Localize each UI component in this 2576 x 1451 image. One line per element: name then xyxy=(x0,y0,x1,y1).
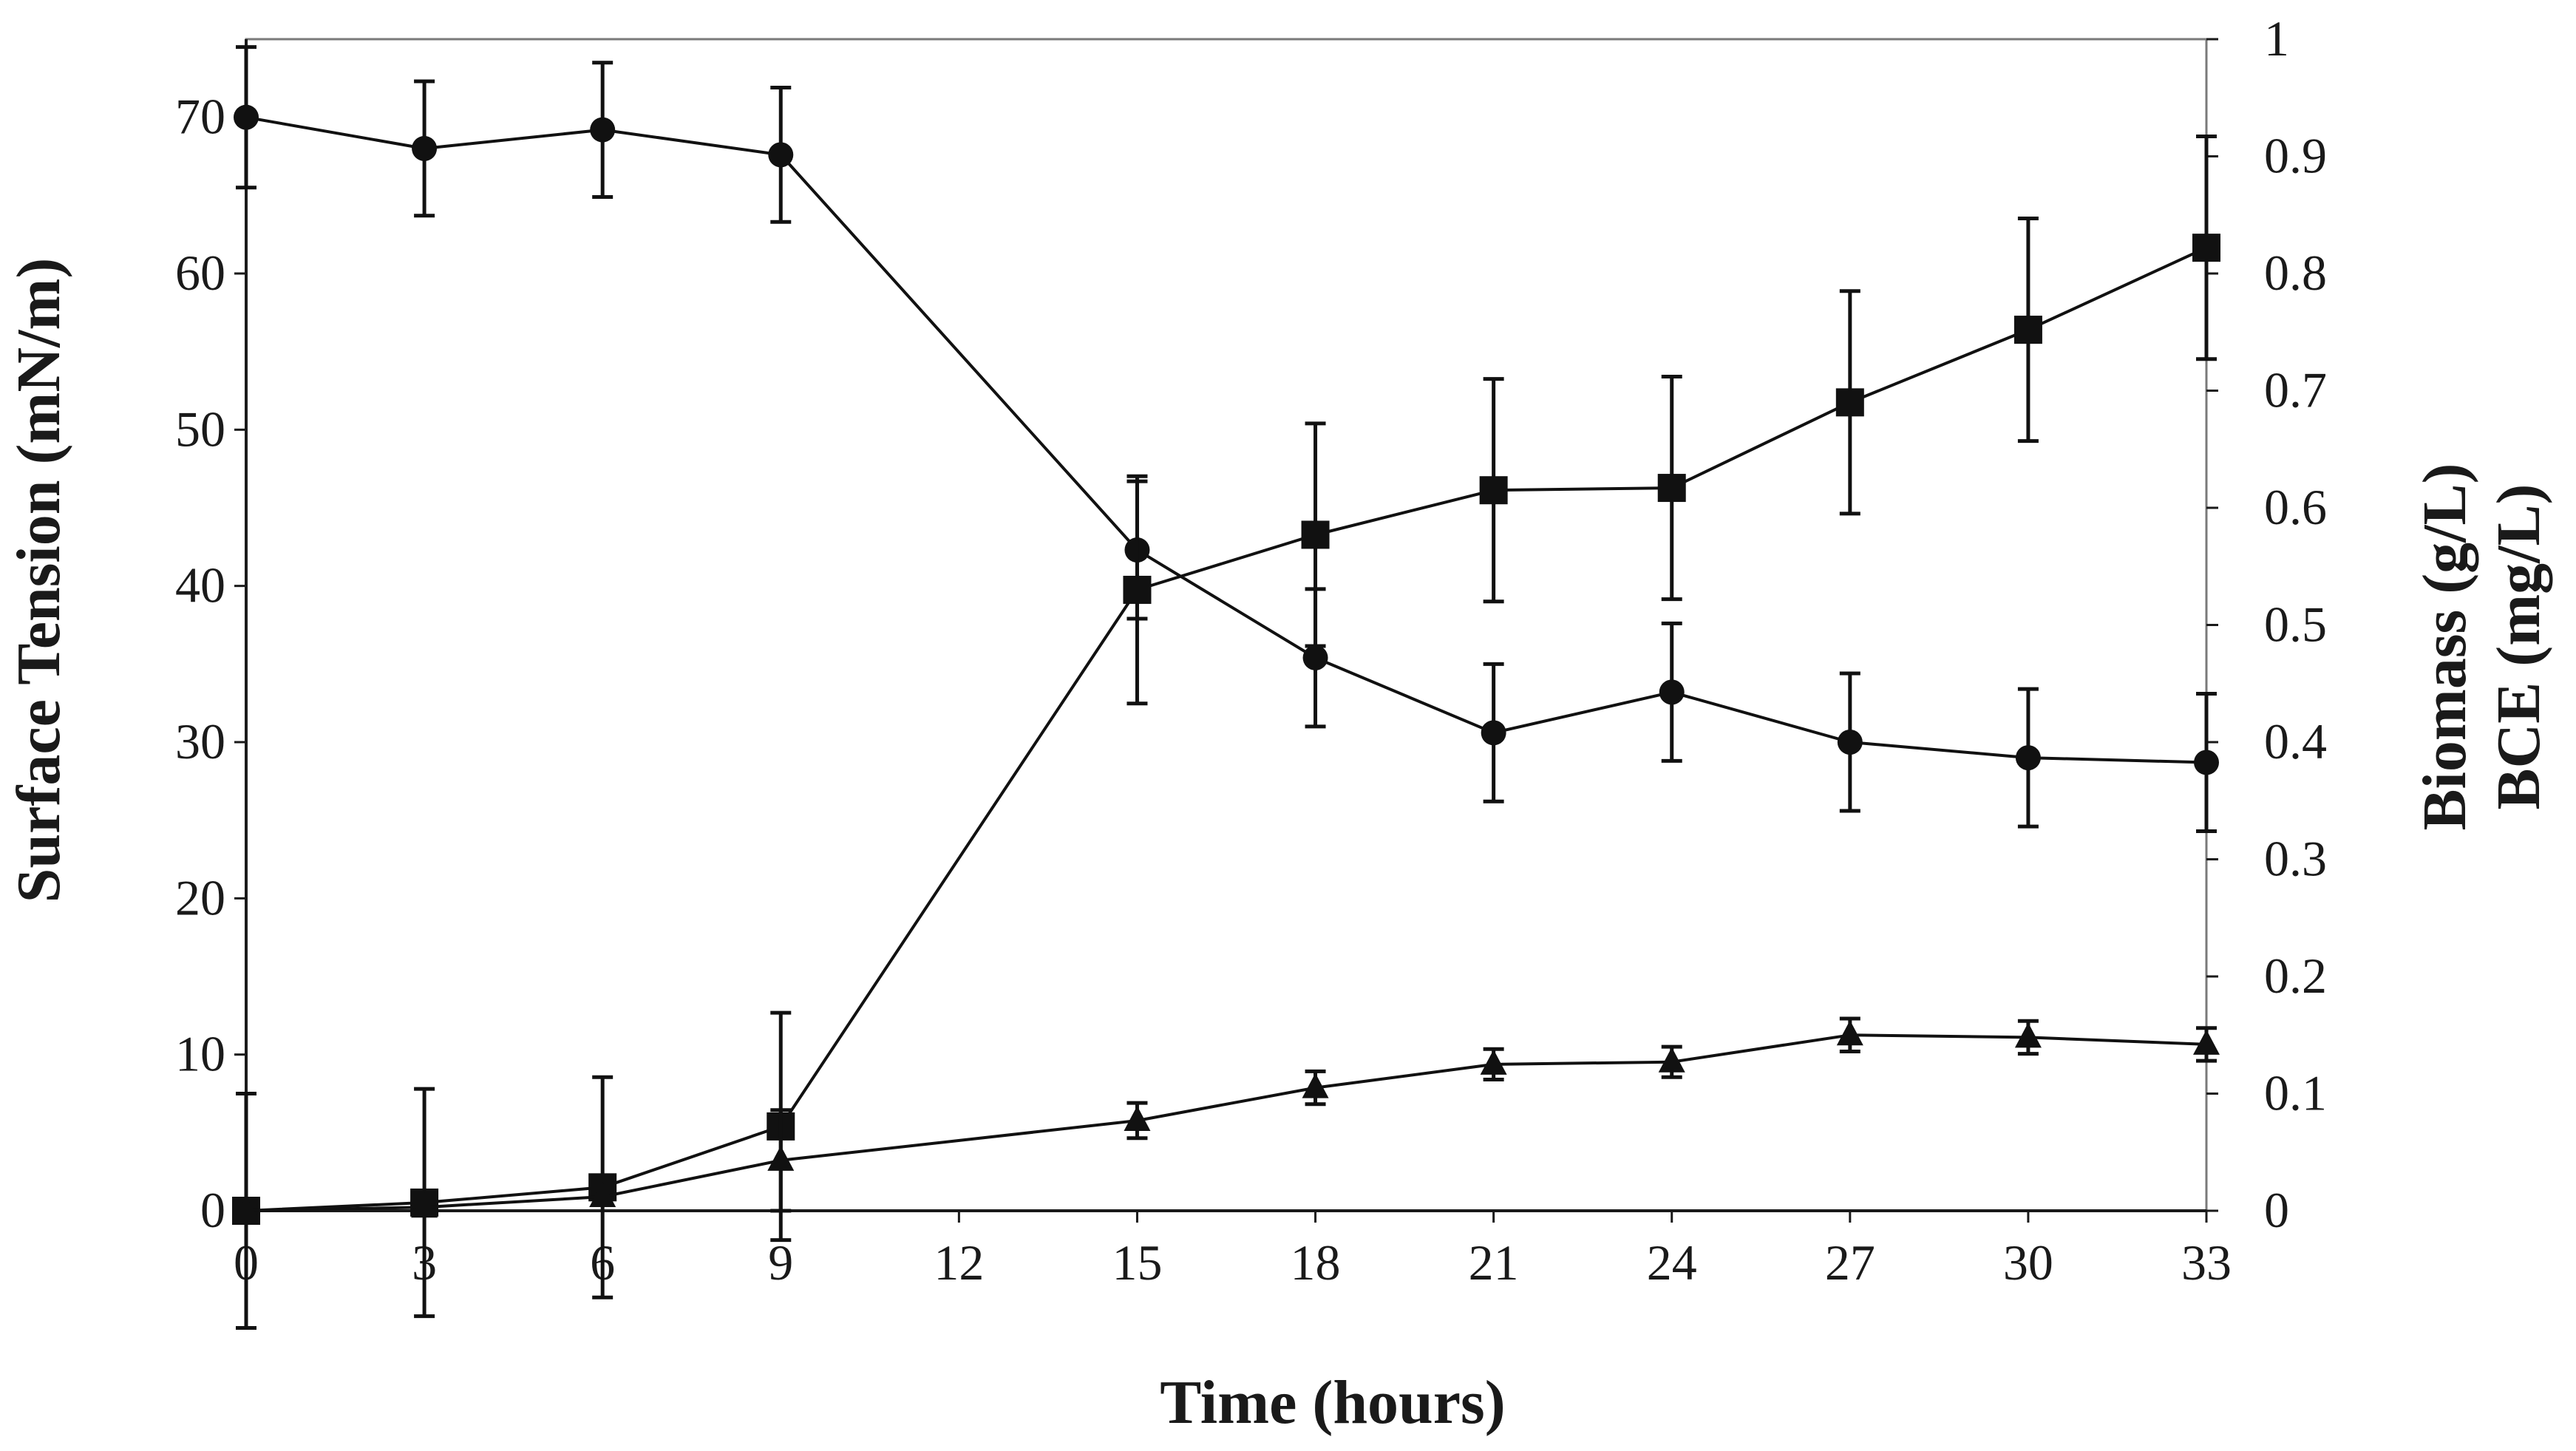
x-tick-label: 15 xyxy=(1112,1234,1162,1291)
left-tick-label: 10 xyxy=(175,1026,225,1082)
right-tick-label: 0 xyxy=(2264,1182,2289,1238)
data-point-circle xyxy=(1302,645,1328,670)
right-tick-label: 1 xyxy=(2264,10,2289,67)
right-tick-label: 0.3 xyxy=(2264,831,2327,887)
right-tick-label: 0.7 xyxy=(2264,362,2327,418)
data-point-square xyxy=(1657,474,1686,503)
y2-axis-title-biomass: Biomass (g/L) xyxy=(2410,463,2479,830)
data-point-circle xyxy=(2194,750,2219,775)
data-point-triangle xyxy=(1302,1073,1329,1098)
data-point-circle xyxy=(412,135,438,161)
data-point-circle xyxy=(1659,679,1685,705)
data-point-triangle xyxy=(1658,1047,1685,1073)
left-tick-label: 0 xyxy=(200,1182,225,1238)
x-axis-ticks: 03691215182124273033 xyxy=(234,1211,2232,1291)
data-point-circle xyxy=(1837,730,1863,755)
right-tick-label: 0.8 xyxy=(2264,245,2327,301)
data-point-circle xyxy=(2015,745,2041,771)
series-surface-tension xyxy=(234,45,2219,833)
x-axis-title: Time (hours) xyxy=(1160,1368,1505,1437)
series-line xyxy=(245,115,2207,764)
data-point-circle xyxy=(590,117,616,143)
right-tick-label: 0.9 xyxy=(2264,128,2327,184)
data-point-triangle xyxy=(233,1196,259,1221)
y2-axis-title-bce: BCE (mg/L) xyxy=(2484,484,2553,810)
series-line xyxy=(245,246,2207,1212)
data-point-square xyxy=(1479,476,1508,505)
x-tick-label: 9 xyxy=(768,1234,793,1291)
x-tick-label: 12 xyxy=(934,1234,984,1291)
data-point-triangle xyxy=(589,1181,616,1207)
right-tick-label: 0.2 xyxy=(2264,948,2327,1004)
x-tick-label: 27 xyxy=(1825,1234,1875,1291)
data-point-circle xyxy=(234,104,259,130)
x-tick-label: 33 xyxy=(2181,1234,2232,1291)
data-point-square xyxy=(1835,388,1864,417)
data-point-triangle xyxy=(2193,1029,2220,1055)
data-point-triangle xyxy=(1124,1105,1151,1131)
series-layer xyxy=(232,45,2220,1330)
x-tick-label: 18 xyxy=(1291,1234,1341,1291)
right-tick-label: 0.1 xyxy=(2264,1065,2327,1121)
left-axis-ticks: 0 10 20 30 40 50 60 70 xyxy=(175,89,246,1238)
data-point-circle xyxy=(1481,720,1506,746)
data-point-triangle xyxy=(767,1145,795,1171)
x-tick-label: 24 xyxy=(1647,1234,1697,1291)
left-tick-label: 50 xyxy=(175,401,225,457)
x-tick-label: 21 xyxy=(1469,1234,1519,1291)
right-tick-label: 0.5 xyxy=(2264,597,2327,653)
data-point-square xyxy=(2013,316,2042,344)
data-point-triangle xyxy=(1480,1049,1507,1075)
data-point-triangle xyxy=(411,1192,438,1218)
left-tick-label: 60 xyxy=(175,245,225,301)
x-tick-label: 30 xyxy=(2003,1234,2053,1291)
left-tick-label: 40 xyxy=(175,557,225,614)
data-point-circle xyxy=(768,142,794,168)
right-axis-ticks: 0 0.1 0.2 0.3 0.4 0.5 0.6 0.7 0.8 0.9 1 xyxy=(2206,10,2327,1238)
data-point-square xyxy=(2192,234,2220,262)
y-axis-title: Surface Tension (mN/m) xyxy=(4,258,73,903)
data-point-triangle xyxy=(1836,1020,1863,1046)
left-tick-label: 30 xyxy=(175,713,225,769)
left-tick-label: 20 xyxy=(175,869,225,925)
right-tick-label: 0.4 xyxy=(2264,713,2327,769)
right-tick-label: 0.6 xyxy=(2264,479,2327,535)
data-point-triangle xyxy=(2014,1022,2042,1048)
series-bce xyxy=(233,1016,2220,1221)
data-point-square xyxy=(1301,520,1330,549)
series-biomass xyxy=(232,135,2220,1330)
left-tick-label: 70 xyxy=(175,89,225,145)
data-point-square xyxy=(1123,575,1152,604)
series-line xyxy=(245,1033,2207,1212)
